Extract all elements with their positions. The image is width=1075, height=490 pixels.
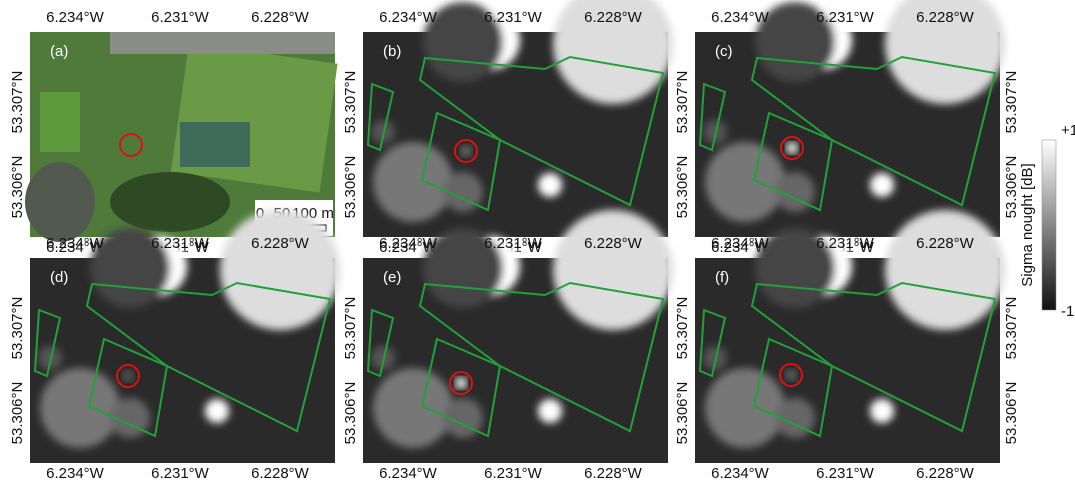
panel-label: (c) (715, 43, 733, 60)
field (40, 92, 80, 152)
map-panel: (c) (695, 0, 1005, 237)
lon-tick: 6.228°W (916, 465, 975, 482)
lon-tick: 6.231°W (151, 465, 210, 482)
lon-tick: 6.234°W (46, 9, 105, 26)
lon-tick: 6.234°W (711, 9, 770, 26)
lat-tick: 53.306°N (9, 382, 26, 445)
lon-tick: 6.228°W (251, 9, 310, 26)
lon-tick: 6.234°W (379, 235, 438, 252)
lon-tick: 6.231°W (151, 9, 210, 26)
backscatter (705, 142, 785, 222)
target-return (455, 377, 467, 389)
target-return (460, 145, 472, 157)
lon-tick: 6.228°W (251, 235, 310, 252)
colorbar (1042, 140, 1056, 310)
trees (110, 172, 230, 232)
lon-tick: 6.228°W (916, 9, 975, 26)
backscatter (373, 368, 453, 448)
lon-tick: 6.231°W (816, 235, 875, 252)
buildings (110, 32, 335, 54)
panel-label: (b) (383, 43, 401, 60)
lat-tick: 53.306°N (674, 382, 691, 445)
backscatter (205, 399, 229, 423)
colorbar-min: -10 (1061, 303, 1075, 320)
lon-tick: 6.234°W (711, 235, 770, 252)
lat-tick: 53.306°N (674, 156, 691, 219)
lon-tick: 6.231°W (484, 465, 543, 482)
lat-tick: 53.307°N (674, 71, 691, 134)
lon-tick: 6.228°W (584, 465, 643, 482)
backscatter (870, 173, 894, 197)
colorbar-max: +10 (1061, 122, 1075, 139)
lon-tick: 6.234°W (711, 465, 770, 482)
lon-tick: 6.231°W (816, 9, 875, 26)
lon-tick: 6.234°W (379, 9, 438, 26)
lat-tick: 53.307°N (342, 297, 359, 360)
lat-tick: 53.306°N (9, 156, 26, 219)
figure: +10 -10 Sigma nought [dB] 050100 m(a)6.2… (0, 0, 1075, 485)
lat-tick: 53.307°N (1003, 71, 1020, 134)
lon-tick: 6.234°W (379, 465, 438, 482)
map-panel: (b) (363, 0, 673, 237)
lon-tick: 6.228°W (584, 9, 643, 26)
lon-tick: 6.234°W (46, 465, 105, 482)
lat-tick: 53.307°N (9, 297, 26, 360)
lon-tick: 6.231°W (484, 235, 543, 252)
backscatter (553, 210, 673, 330)
lon-tick: 6.228°W (251, 465, 310, 482)
pitch (180, 122, 250, 167)
lon-tick: 6.234°W (46, 235, 105, 252)
target-return (786, 142, 798, 154)
backscatter (538, 173, 562, 197)
lon-tick: 6.228°W (916, 235, 975, 252)
backscatter (538, 399, 562, 423)
backscatter (885, 210, 1005, 330)
lat-tick: 53.307°N (342, 71, 359, 134)
backscatter (373, 142, 453, 222)
lat-tick: 53.307°N (9, 71, 26, 134)
lon-tick: 6.228°W (584, 235, 643, 252)
backscatter (40, 368, 120, 448)
backscatter (220, 210, 340, 330)
lat-tick: 53.307°N (674, 297, 691, 360)
panel-label: (f) (715, 269, 729, 286)
map-panel: 050100 m(a) (25, 32, 338, 242)
lat-tick: 53.307°N (1003, 297, 1020, 360)
panel-label: (e) (383, 269, 401, 286)
lon-tick: 6.231°W (484, 9, 543, 26)
panel-label: (d) (50, 269, 68, 286)
lon-tick: 6.231°W (151, 235, 210, 252)
field (171, 43, 338, 193)
lat-tick: 53.306°N (1003, 382, 1020, 445)
backscatter (705, 368, 785, 448)
backscatter (870, 399, 894, 423)
target-return (785, 369, 797, 381)
lat-tick: 53.306°N (342, 382, 359, 445)
lat-tick: 53.306°N (1003, 156, 1020, 219)
colorbar-title: Sigma nought [dB] (1019, 163, 1036, 286)
lon-tick: 6.231°W (816, 465, 875, 482)
panel-label: (a) (50, 43, 68, 60)
trees (25, 162, 95, 242)
lat-tick: 53.306°N (342, 156, 359, 219)
target-return (122, 370, 134, 382)
